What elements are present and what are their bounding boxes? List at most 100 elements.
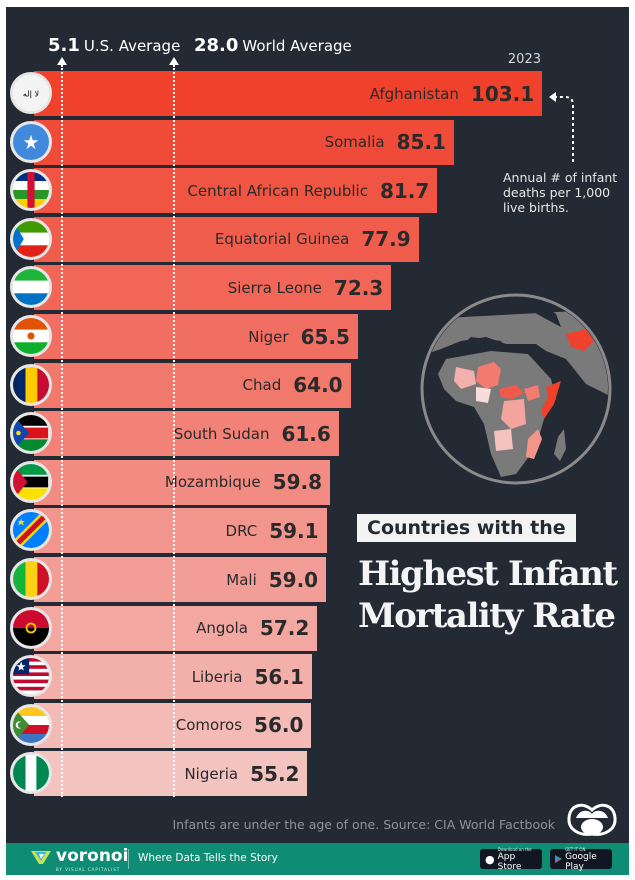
equatorial-guinea-flag-icon xyxy=(10,217,52,260)
world-average-value: 28.0 xyxy=(194,35,239,56)
bar-category-label: South Sudan xyxy=(173,424,270,443)
bar-category-label: Mali xyxy=(226,570,257,589)
app-store-button[interactable]: ● Download on the App Store xyxy=(480,846,542,872)
visual-capitalist-logo-icon xyxy=(567,803,617,836)
chad-flag-icon xyxy=(10,363,52,406)
angola-flag-icon xyxy=(10,606,52,649)
bar-value-label: 85.1 xyxy=(396,130,446,155)
south-sudan-flag-icon xyxy=(10,412,52,455)
footer-divider xyxy=(128,849,129,869)
page-title: Highest Infant Mortality Rate xyxy=(358,553,618,637)
us-average-text: U.S. Average xyxy=(83,37,181,55)
somalia-flag-icon xyxy=(10,120,52,163)
bar-niger: Niger 65.5 xyxy=(34,314,358,359)
annotation-arrow-icon xyxy=(549,92,574,162)
bar-value-label: 59.8 xyxy=(272,470,323,495)
google-play-icon xyxy=(555,855,563,863)
africa-globe-map xyxy=(420,293,612,485)
bar-value-label: 72.3 xyxy=(333,275,384,300)
bar-afghanistan: Afghanistan 103.1 xyxy=(34,71,543,116)
map-eurasia xyxy=(426,309,608,399)
bar-category-label: Nigeria xyxy=(184,764,239,783)
sierra-leone-flag-icon xyxy=(10,266,52,309)
bar-value-label: 55.2 xyxy=(250,761,300,786)
bar-value-label: 81.7 xyxy=(379,178,430,203)
us-average-line xyxy=(60,65,63,797)
bar-mozambique: Mozambique 59.8 xyxy=(34,459,331,505)
map-madagascar xyxy=(554,429,566,461)
bar-category-label: Comoros xyxy=(175,716,243,735)
footer-bar: voronoi BY VISUAL CAPITALIST Where Data … xyxy=(6,843,629,875)
bar-central-african-republic: Central African Republic 81.7 xyxy=(34,168,438,214)
annotation-text: Annual # of infant deaths per 1,000 live… xyxy=(503,170,618,215)
bar-comoros: Comoros 56.0 xyxy=(34,702,312,748)
google-play-small-text: GET IT ON xyxy=(565,846,586,852)
bar-category-label: Somalia xyxy=(324,133,385,152)
bar-category-label: Liberia xyxy=(191,667,243,686)
world-average-label: 28.0 World Average xyxy=(194,35,352,56)
bar-category-label: DRC xyxy=(225,521,258,540)
year-label: 2023 xyxy=(507,52,541,67)
world-average-text: World Average xyxy=(242,37,352,55)
apple-icon: ● xyxy=(485,852,495,866)
map-angola xyxy=(494,429,513,451)
niger-flag-icon xyxy=(10,315,52,357)
bar-liberia: Liberia 56.1 xyxy=(34,654,312,700)
title-kicker: Countries with the xyxy=(357,514,576,542)
bar-drc: DRC 59.1 xyxy=(34,508,327,554)
mozambique-flag-icon xyxy=(10,460,52,503)
us-average-label: 5.1 U.S. Average xyxy=(48,35,180,56)
car-flag-icon xyxy=(10,169,52,212)
liberia-flag-icon xyxy=(10,655,52,698)
drc-flag-icon xyxy=(10,509,52,552)
afghanistan-flag-icon: ﻻ إله xyxy=(10,72,52,114)
bar-value-label: 57.2 xyxy=(259,616,310,641)
bar-value-label: 59.1 xyxy=(269,518,319,543)
bar-value-label: 61.6 xyxy=(281,421,331,446)
title-line-2: Mortality Rate xyxy=(358,596,616,636)
comoros-flag-icon xyxy=(10,703,52,746)
bar-chad: Chad 64.0 xyxy=(34,362,351,408)
bar-south-sudan: South Sudan 61.6 xyxy=(34,411,339,457)
bar-category-label: Angola xyxy=(196,619,248,638)
voronoi-logo-icon xyxy=(31,850,51,864)
bar-category-label: Niger xyxy=(248,327,289,346)
map-afghanistan xyxy=(566,329,594,351)
bar-value-label: 103.1 xyxy=(470,81,535,106)
world-average-line xyxy=(173,65,176,797)
title-line-1: Highest Infant xyxy=(358,554,618,594)
map-drc xyxy=(501,399,526,429)
infographic-canvas: 5.1 U.S. Average 28.0 World Average 2023 A… xyxy=(6,7,629,843)
tagline: Where Data Tells the Story xyxy=(138,852,278,864)
bar-sierra-leone: Sierra Leone 72.3 xyxy=(34,265,392,311)
map-car xyxy=(499,385,524,399)
bar-angola: Angola 57.2 xyxy=(34,605,318,651)
bar-value-label: 56.1 xyxy=(254,664,304,689)
world-average-arrow-icon xyxy=(169,57,180,65)
us-average-arrow-icon xyxy=(56,57,67,65)
google-play-button[interactable]: GET IT ON Google Play xyxy=(550,846,612,872)
map-mozambique xyxy=(526,429,542,459)
nigeria-flag-icon xyxy=(10,752,52,795)
bar-value-label: 56.0 xyxy=(254,713,304,738)
map-somalia xyxy=(541,381,561,419)
map-south-sudan xyxy=(524,385,540,401)
google-play-big-text: Google Play xyxy=(565,851,597,872)
bar-category-label: Mozambique xyxy=(164,473,261,492)
mali-flag-icon xyxy=(10,558,52,600)
bar-somalia: Somalia 85.1 xyxy=(34,119,454,165)
bar-value-label: 64.0 xyxy=(293,373,343,398)
bar-value-label: 77.9 xyxy=(361,227,411,252)
bar-value-label: 59.0 xyxy=(268,567,319,592)
bar-equatorial-guinea: Equatorial Guinea 77.9 xyxy=(34,216,419,262)
brand-subtitle: BY VISUAL CAPITALIST xyxy=(56,867,121,872)
bar-category-label: Central African Republic xyxy=(187,181,368,200)
source-note: Infants are under the age of one. Source… xyxy=(172,817,555,832)
map-nigeria xyxy=(476,387,491,403)
brand-name: voronoi xyxy=(56,846,129,866)
app-store-small-text: Download on the xyxy=(497,846,532,852)
voronoi-brand[interactable]: voronoi xyxy=(30,848,128,865)
bar-value-label: 65.5 xyxy=(300,324,350,349)
map-mali xyxy=(454,367,476,389)
svg-text:ﻻ إله: ﻻ إله xyxy=(23,89,39,100)
